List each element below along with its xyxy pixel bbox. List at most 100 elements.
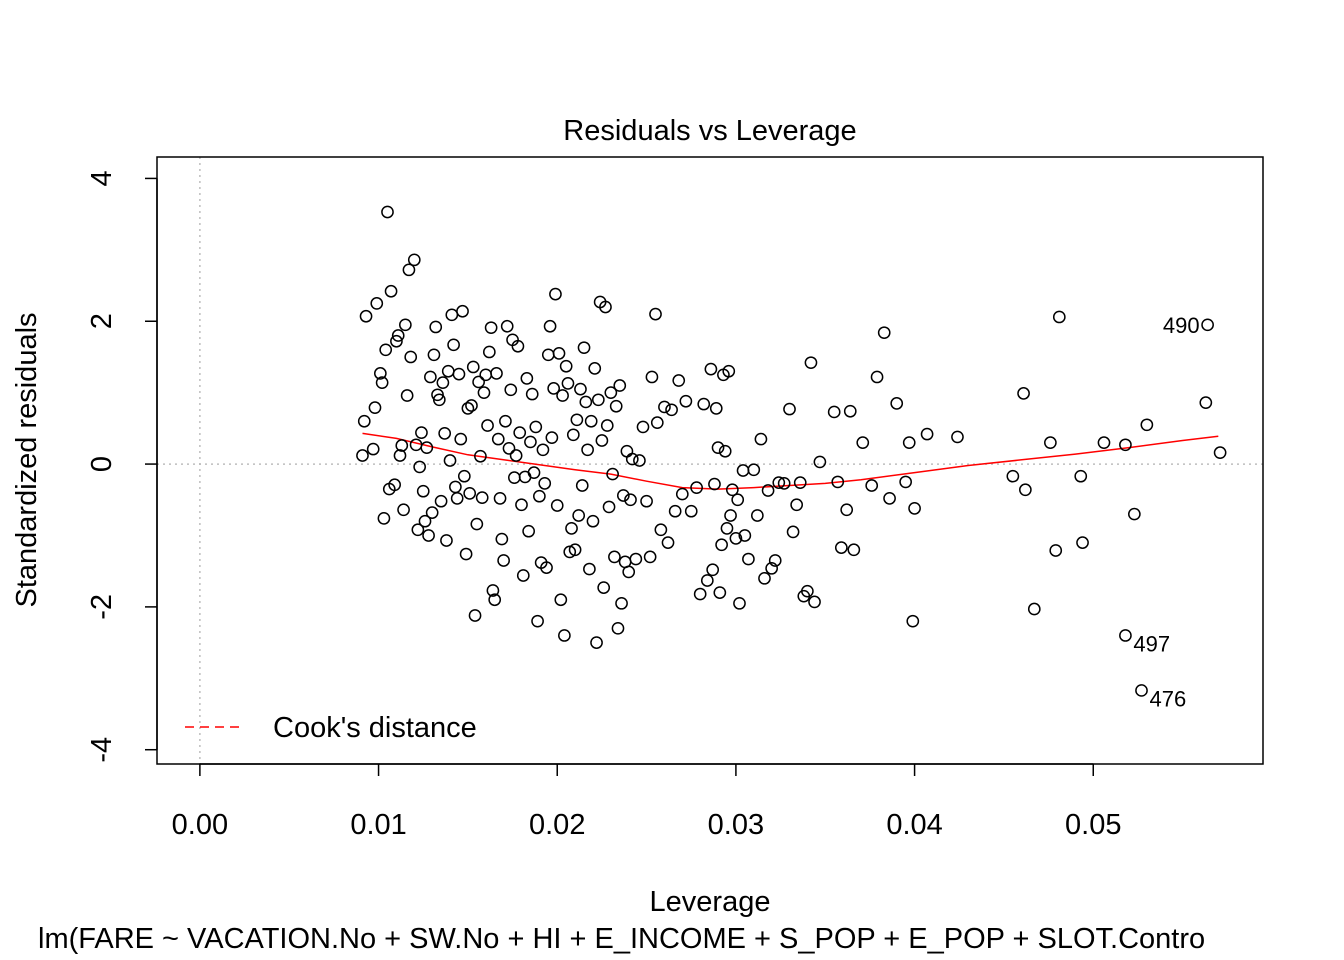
- data-point: [604, 386, 618, 400]
- data-point: [1044, 436, 1057, 449]
- data-point: [418, 514, 432, 528]
- data-point: [804, 356, 818, 370]
- data-point: [520, 372, 534, 385]
- data-point: [1201, 318, 1214, 332]
- data-point: [622, 565, 636, 579]
- data-point: [556, 389, 569, 402]
- data-point: [731, 493, 745, 507]
- data-point: [468, 609, 482, 622]
- data-point: [561, 377, 575, 390]
- y-tick-label: -4: [86, 737, 118, 763]
- data-point: [465, 399, 478, 412]
- data-point: [609, 399, 623, 413]
- data-point: [416, 484, 430, 498]
- data-point: [550, 499, 564, 512]
- data-point: [658, 400, 671, 414]
- point-label-497: 497: [1133, 631, 1170, 656]
- data-point: [449, 480, 462, 494]
- data-point: [706, 563, 720, 577]
- data-point: [672, 374, 686, 387]
- data-point: [608, 550, 621, 564]
- data-point: [620, 444, 634, 458]
- data-point: [733, 596, 746, 610]
- data-point: [588, 362, 602, 375]
- data-point: [724, 509, 737, 522]
- data-point: [754, 432, 768, 446]
- data-point: [568, 543, 582, 557]
- data-point: [1135, 684, 1148, 697]
- data-point: [463, 486, 477, 500]
- data-point: [413, 460, 427, 474]
- data-point: [625, 452, 639, 466]
- data-point: [1199, 396, 1213, 410]
- data-point: [574, 382, 587, 396]
- data-point: [384, 284, 398, 298]
- data-point: [831, 475, 845, 489]
- data-point: [865, 479, 879, 492]
- data-point: [1128, 507, 1141, 521]
- data-point: [411, 523, 425, 537]
- data-point: [599, 300, 612, 314]
- data-point: [466, 360, 480, 374]
- data-point: [500, 319, 514, 333]
- data-point: [856, 436, 870, 449]
- data-point: [357, 414, 371, 428]
- data-point: [711, 441, 725, 454]
- data-point: [1052, 310, 1066, 324]
- data-point: [457, 469, 471, 483]
- data-point: [1076, 536, 1089, 549]
- data-point: [827, 405, 841, 419]
- data-point: [456, 304, 469, 318]
- data-point: [591, 393, 605, 407]
- data-point: [397, 503, 410, 517]
- data-point: [883, 491, 896, 505]
- data-point: [499, 414, 512, 428]
- data-point: [488, 593, 502, 607]
- data-point: [445, 308, 459, 322]
- data-point: [704, 362, 718, 376]
- data-point: [391, 329, 405, 342]
- x-axis: 0.00 0.01 0.02 0.03 0.04 0.05: [172, 763, 1121, 841]
- data-point: [481, 419, 494, 432]
- data-point: [395, 439, 409, 452]
- data-point: [531, 614, 544, 628]
- data-point: [661, 536, 675, 549]
- data-point: [577, 341, 591, 355]
- data-point: [538, 477, 552, 490]
- data-point: [736, 464, 750, 477]
- data-point: [370, 297, 384, 310]
- data-point: [665, 403, 678, 417]
- data-point: [1006, 469, 1020, 483]
- data-point: [636, 420, 650, 434]
- data-point: [400, 389, 414, 402]
- data-point: [654, 523, 668, 537]
- data-point: [516, 569, 530, 582]
- data-point: [768, 554, 782, 567]
- data-point: [586, 514, 600, 528]
- reference-lines: [157, 157, 1263, 764]
- data-point: [579, 395, 593, 409]
- data-point: [404, 350, 418, 364]
- data-point: [720, 521, 734, 535]
- data-point: [427, 348, 441, 362]
- data-point: [513, 426, 527, 439]
- y-axis-title: Standardized residuals: [11, 312, 43, 607]
- data-point: [545, 431, 559, 444]
- data-point: [484, 321, 498, 335]
- data-point: [906, 614, 920, 628]
- data-point: [368, 401, 382, 415]
- data-point: [801, 584, 814, 598]
- data-point: [902, 436, 916, 449]
- data-point: [438, 427, 452, 440]
- data-point: [700, 574, 714, 587]
- data-point: [522, 524, 535, 538]
- data-point: [495, 532, 509, 546]
- y-tick-label: -2: [86, 594, 118, 620]
- data-point: [533, 489, 546, 503]
- data-point: [436, 376, 450, 390]
- data-point: [668, 504, 682, 518]
- data-point: [563, 545, 577, 559]
- data-point: [590, 636, 603, 649]
- data-point: [388, 478, 401, 492]
- data-point: [645, 370, 659, 384]
